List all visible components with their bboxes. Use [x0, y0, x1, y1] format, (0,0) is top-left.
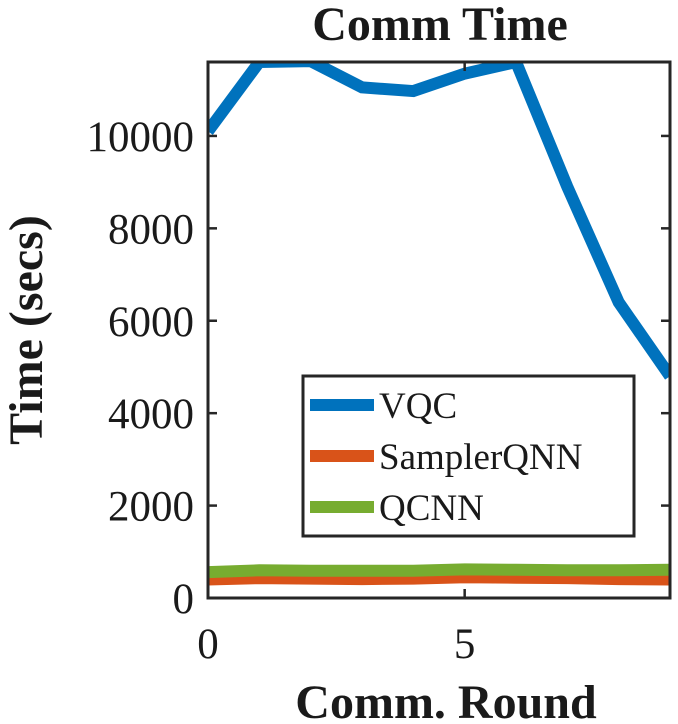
series-line-samplerqnn	[208, 571, 670, 586]
x-tick-label: 5	[454, 621, 476, 668]
y-tick-label: 0	[173, 576, 195, 623]
legend-label-qcnn: QCNN	[379, 488, 484, 529]
plot-frame	[206, 60, 672, 600]
chart-title: Comm Time	[312, 0, 568, 51]
y-tick-label: 2000	[108, 484, 194, 531]
y-tick-label: 6000	[108, 299, 194, 346]
series-layer	[208, 62, 670, 586]
y-tick-label: 10000	[87, 114, 195, 161]
x-axis-label: Comm. Round	[295, 676, 597, 724]
legend: VQC SamplerQNN QCNN	[301, 374, 636, 538]
y-axis-label: Time (secs)	[0, 215, 53, 445]
series-line-vqc	[208, 62, 670, 380]
legend-label-vqc: VQC	[379, 386, 457, 427]
legend-label-samplerqnn: SamplerQNN	[379, 437, 582, 478]
y-tick-label: 4000	[108, 391, 194, 438]
x-tick-label: 0	[197, 621, 219, 668]
series-line-qcnn	[208, 563, 670, 579]
ticks-layer: 0 2000 4000 6000 8000 10000 0 5	[87, 62, 670, 668]
y-tick-label: 8000	[108, 206, 194, 253]
